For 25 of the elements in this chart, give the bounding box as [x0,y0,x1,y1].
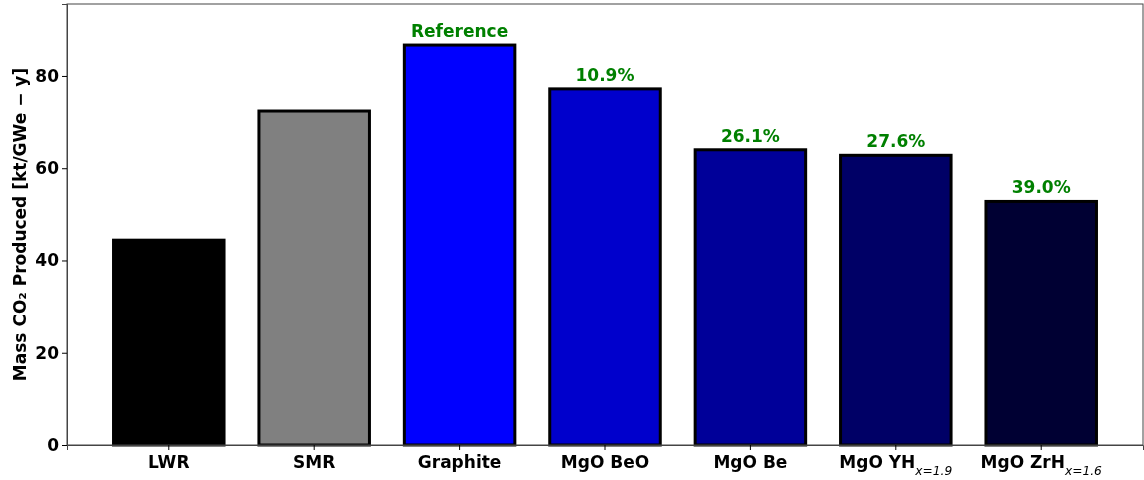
y-tick-label: 40 [35,250,60,271]
y-tick-label: 80 [35,65,60,86]
annotation: Reference [411,21,509,42]
x-tick-label: MgO BeO [560,452,650,472]
x-tick-label: MgO ZrH$_{x=1.6}$ [980,452,1103,478]
bar [548,87,662,447]
y-tick-label: 20 [35,342,60,363]
bar [984,199,1098,447]
x-tick-label: Graphite [417,452,502,472]
annotation: 27.6% [866,131,926,152]
bar [112,238,226,447]
bar [402,43,517,447]
y-axis-title: Mass CO₂ Produced [kt/GWe − y] [10,67,30,382]
bar [693,148,808,447]
x-tick-label: MgO YH$_{x=1.9}$ [839,452,953,478]
y-tick-label: 0 [47,434,60,455]
annotation: 10.9% [575,64,635,85]
bar [257,109,371,447]
bar [839,153,953,447]
x-tick-label: SMR [293,452,336,472]
x-tick-label: LWR [148,452,190,472]
annotation: 39.0% [1011,177,1071,198]
x-tick-label: MgO Be [713,452,788,472]
y-tick-label: 60 [35,158,60,179]
annotation: 26.1% [720,125,780,146]
